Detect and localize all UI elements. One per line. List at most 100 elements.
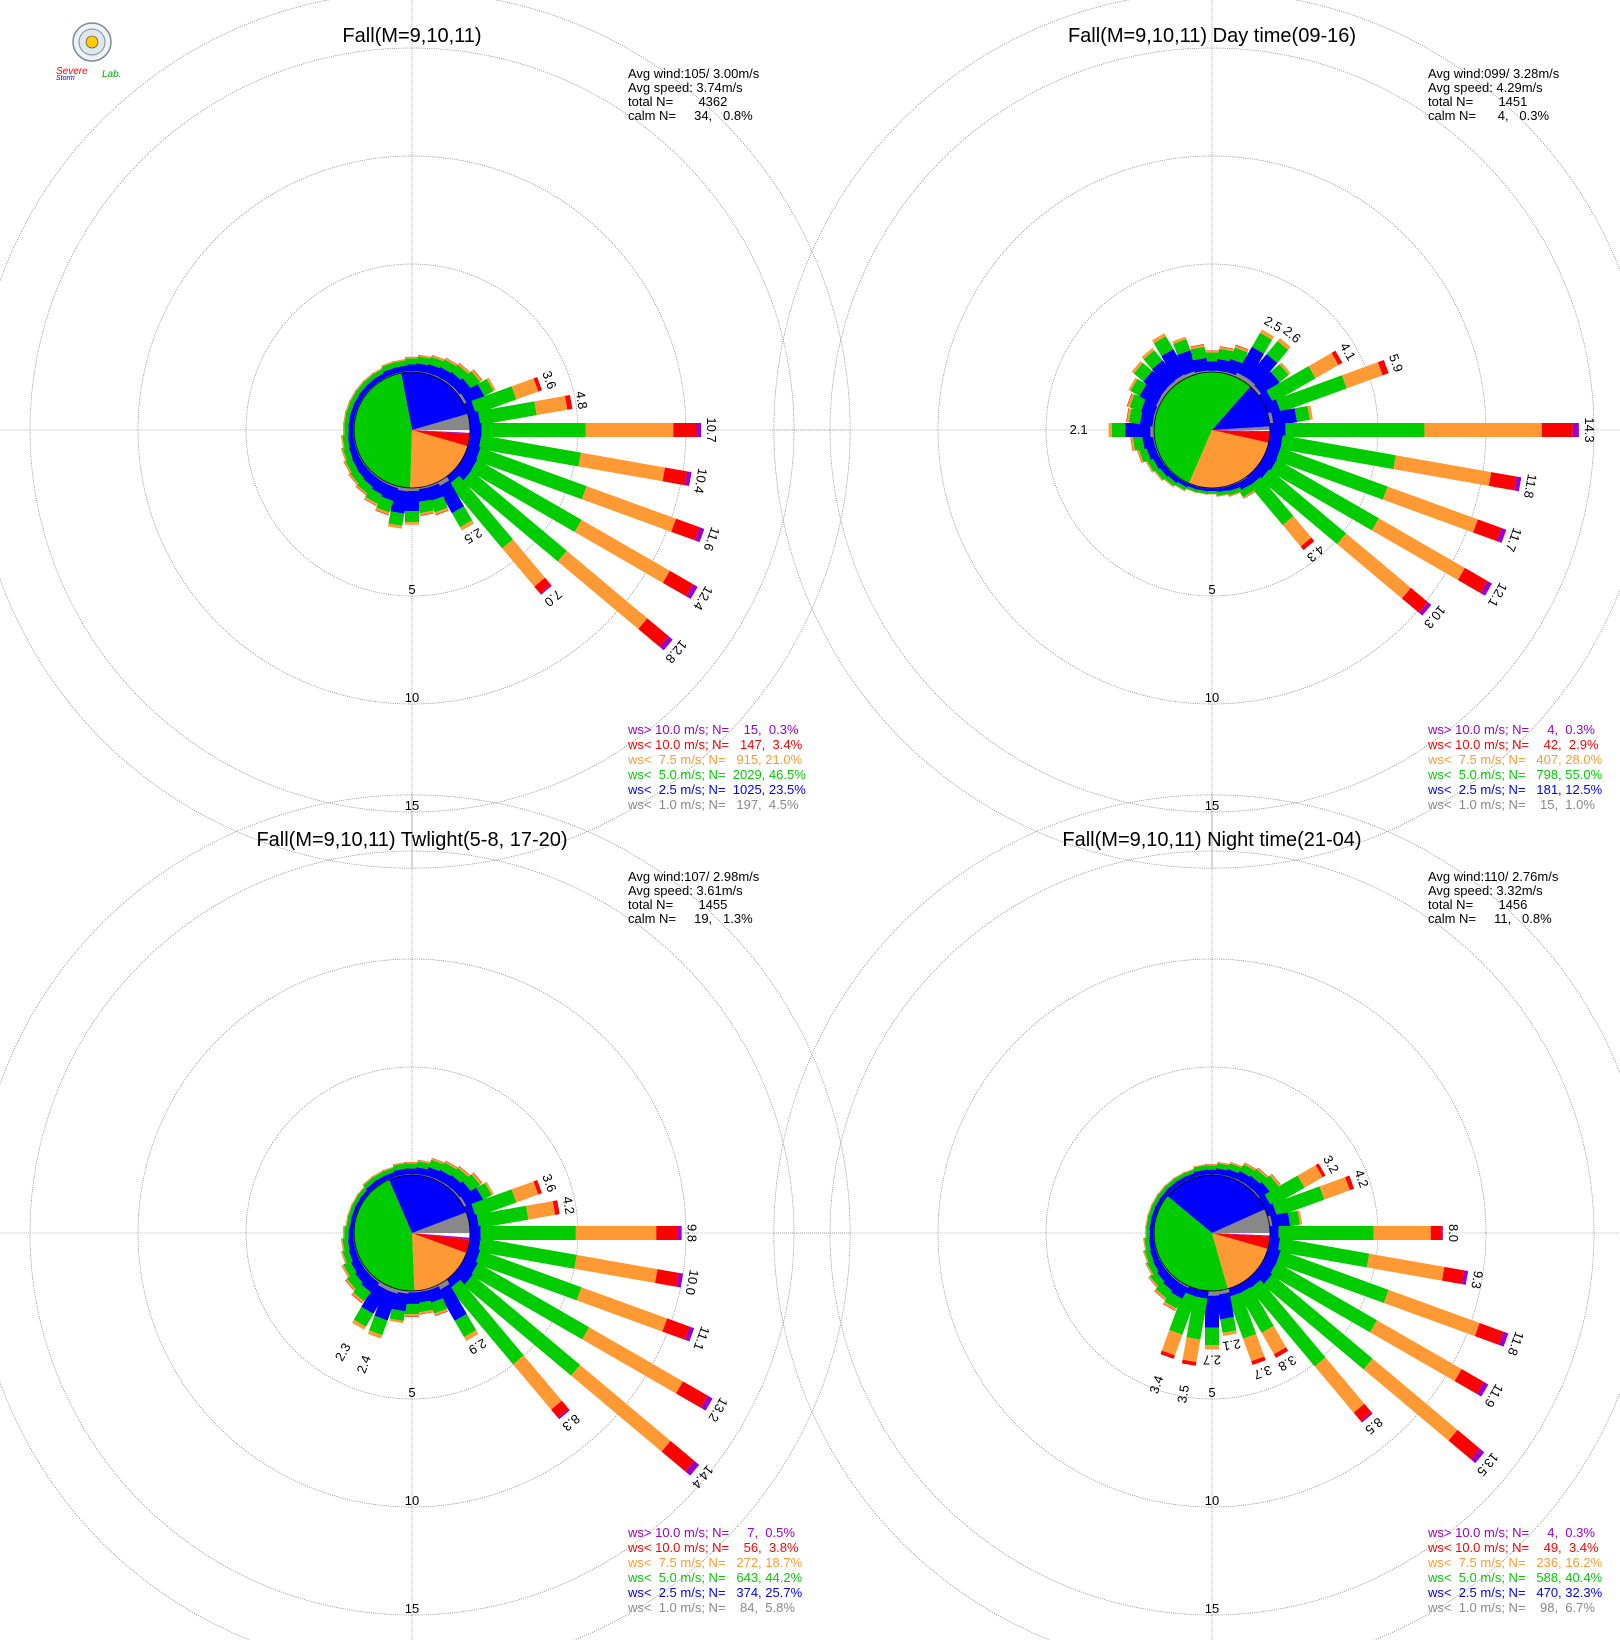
petal-segment	[387, 523, 403, 529]
petal-segment	[1181, 1359, 1197, 1366]
petal-segment	[434, 1310, 449, 1317]
petal-segment	[1457, 567, 1488, 594]
petal-segment	[342, 1248, 353, 1265]
pie-slice	[353, 1179, 415, 1292]
stats-line: Avg speed: 3.32m/s	[1428, 883, 1543, 898]
petal-segment	[551, 1400, 569, 1418]
logo-text-storm: Storm	[56, 75, 75, 82]
petal-segment	[478, 435, 581, 467]
petal-segment	[451, 506, 473, 528]
petal-segment	[471, 1263, 590, 1340]
stats-line: total N= 4362	[628, 94, 727, 109]
pie-slice	[1212, 1233, 1268, 1289]
petal-segment	[344, 411, 351, 426]
petal-segment	[341, 435, 345, 450]
petal	[405, 1291, 419, 1317]
petal-segment	[1277, 338, 1291, 351]
petal-segment	[1256, 1167, 1269, 1179]
petal-segment	[340, 1251, 346, 1265]
petal: 2.9	[434, 1279, 489, 1358]
petal-segment	[355, 486, 367, 496]
petal-segment	[1251, 332, 1273, 354]
petal-segment	[405, 1163, 419, 1169]
petal-segment	[661, 1440, 695, 1472]
petal-segment	[1150, 1193, 1159, 1207]
petal-segment	[440, 359, 457, 374]
petal: 14.4	[451, 1264, 717, 1491]
petal-segment	[405, 1292, 419, 1304]
petal-segment	[473, 1172, 483, 1184]
petal-segment	[1261, 1175, 1279, 1193]
petal-segment	[467, 1214, 480, 1230]
petal-segment	[393, 360, 408, 368]
petal-segment	[575, 1226, 657, 1240]
petal-segment	[343, 423, 345, 437]
petal-segment	[344, 1226, 349, 1240]
stats-line: Avg wind:105/ 3.00m/s	[628, 66, 760, 81]
petal-segment	[1448, 1429, 1480, 1460]
petal-segment	[1307, 405, 1313, 420]
petal-segment	[417, 1300, 433, 1313]
petal: 3.2	[1258, 1153, 1342, 1211]
petal-segment	[1127, 393, 1135, 408]
legend-entry: ws> 10.0 m/s; N= 4, 0.3%	[1427, 722, 1595, 737]
petal-segment	[350, 1193, 359, 1207]
pie-slice	[412, 1212, 470, 1233]
petal-segment	[1217, 1162, 1232, 1166]
pie-slice	[1188, 430, 1269, 488]
petal-segment	[1418, 602, 1432, 616]
petal	[392, 1161, 409, 1178]
petal-segment	[417, 1160, 432, 1164]
petal-segment	[1193, 1164, 1208, 1168]
petal	[1131, 360, 1173, 399]
petal-segment	[1216, 1163, 1231, 1171]
petal-segment	[1162, 477, 1174, 488]
petal-segment	[475, 447, 587, 500]
petal-segment	[431, 355, 445, 362]
petal: 10.4	[467, 433, 710, 495]
petal-segment	[1128, 377, 1138, 391]
petal	[371, 366, 390, 384]
petal-segment	[533, 376, 542, 392]
petal-segment	[1513, 476, 1522, 492]
petal-segment	[1186, 1296, 1208, 1340]
petal-segment	[1382, 486, 1478, 533]
legend-entry: ws< 2.5 m/s; N= 1025, 23.5%	[627, 782, 806, 797]
petal-segment	[1164, 1291, 1183, 1309]
petal-segment	[437, 1284, 467, 1321]
petal-segment	[460, 520, 475, 531]
petal-segment	[405, 364, 419, 372]
lab-seal-icon	[72, 22, 112, 62]
windrose-panel-4: 510153.24.28.09.311.811.913.58.53.83.72.…	[773, 794, 1620, 1640]
petal-segment	[1126, 408, 1132, 423]
petal-segment	[1143, 370, 1170, 396]
petal-segment	[381, 362, 397, 372]
petal-segment	[340, 435, 344, 450]
petal	[425, 482, 449, 516]
petal-segment	[362, 1175, 374, 1186]
petal-segment	[1205, 1345, 1219, 1350]
legend-entry: ws< 10.0 m/s; N= 56, 3.8%	[627, 1540, 799, 1555]
petal-segment	[393, 1168, 409, 1177]
petal-segment	[1193, 492, 1208, 495]
petal-segment	[1205, 493, 1219, 495]
petal-segment	[343, 411, 347, 426]
petal-segment	[1294, 406, 1310, 423]
petal-segment	[1441, 1266, 1465, 1285]
pie-slice	[1212, 426, 1270, 430]
petal-segment	[1183, 487, 1197, 493]
petal-segment	[445, 1160, 458, 1168]
petal-segment	[1270, 423, 1286, 437]
petal-segment	[1227, 1163, 1244, 1174]
petal-segment	[460, 1187, 484, 1209]
petal-segment	[578, 452, 666, 482]
stats-line: calm N= 11, 0.8%	[1428, 911, 1552, 926]
petal-segment	[1148, 1277, 1158, 1289]
petal-segment	[1234, 345, 1249, 353]
petal-segment	[1275, 447, 1388, 500]
petal-segment	[1150, 423, 1154, 437]
petal-segment	[582, 1327, 684, 1394]
petal: 9.8	[470, 1224, 700, 1242]
petal-segment	[392, 1162, 407, 1166]
